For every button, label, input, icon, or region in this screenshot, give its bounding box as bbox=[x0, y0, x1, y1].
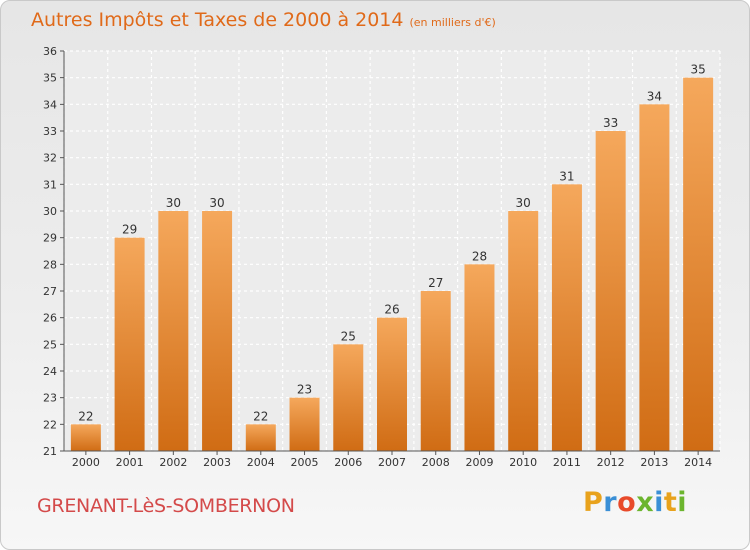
y-tick-label: 25 bbox=[43, 338, 57, 351]
y-tick-label: 30 bbox=[43, 205, 57, 218]
x-tick-label: 2013 bbox=[640, 456, 668, 469]
y-tick-label: 24 bbox=[43, 365, 57, 378]
y-tick-label: 34 bbox=[43, 98, 57, 111]
y-tick-label: 36 bbox=[43, 45, 57, 58]
x-tick-label: 2005 bbox=[291, 456, 319, 469]
x-tick-label: 2004 bbox=[247, 456, 275, 469]
y-tick-label: 23 bbox=[43, 392, 57, 405]
bar-2002 bbox=[158, 211, 189, 451]
y-tick-label: 26 bbox=[43, 312, 57, 325]
bar-value-label: 22 bbox=[78, 409, 93, 423]
chart-title-unit: (en milliers d'€) bbox=[409, 16, 496, 29]
y-tick-label: 31 bbox=[43, 178, 57, 191]
y-tick-label: 35 bbox=[43, 72, 57, 85]
bar-layer: 22 29 30 30 22 23 25 26 27 28 30 31 33 34 35 bbox=[70, 63, 714, 452]
bar-2000 bbox=[70, 424, 101, 451]
x-tick-label: 2014 bbox=[684, 456, 712, 469]
logo-letter: i bbox=[654, 487, 664, 518]
logo-letter: x bbox=[636, 487, 655, 518]
x-tick-label: 2001 bbox=[116, 456, 144, 469]
bar-value-label: 25 bbox=[341, 329, 356, 343]
bar-value-label: 35 bbox=[690, 63, 705, 77]
bar-2005 bbox=[289, 397, 320, 451]
x-tick-label: 2011 bbox=[553, 456, 581, 469]
x-tick-label: 2000 bbox=[72, 456, 100, 469]
bar-value-label: 23 bbox=[297, 383, 312, 397]
bar-2011 bbox=[551, 184, 582, 452]
bar-value-label: 30 bbox=[516, 196, 531, 210]
bar-2010 bbox=[508, 211, 539, 451]
bar-2009 bbox=[464, 264, 495, 451]
bar-value-label: 30 bbox=[166, 196, 181, 210]
bar-2013 bbox=[639, 104, 670, 451]
logo-letter: o bbox=[617, 487, 637, 518]
axis-layer: 21 22 23 24 25 26 27 28 29 30 31 32 33 34 35 36 2000 2001… bbox=[43, 45, 720, 469]
bar-value-label: 28 bbox=[472, 249, 487, 263]
x-tick-label: 2003 bbox=[203, 456, 231, 469]
proxiti-logo: Proxiti bbox=[583, 487, 687, 518]
bar-2008 bbox=[420, 291, 451, 451]
bar-2006 bbox=[333, 344, 364, 451]
y-tick-label: 32 bbox=[43, 152, 57, 165]
x-tick-label: 2012 bbox=[597, 456, 625, 469]
x-tick-label: 2006 bbox=[334, 456, 362, 469]
y-tick-label: 22 bbox=[43, 418, 57, 431]
bar-value-label: 33 bbox=[603, 116, 618, 130]
bar-value-label: 29 bbox=[122, 223, 137, 237]
y-tick-label: 33 bbox=[43, 125, 57, 138]
bar-value-label: 27 bbox=[428, 276, 443, 290]
bar-value-label: 22 bbox=[253, 409, 268, 423]
x-tick-label: 2008 bbox=[422, 456, 450, 469]
x-tick-label: 2007 bbox=[378, 456, 406, 469]
logo-letter: P bbox=[583, 487, 604, 518]
bar-2001 bbox=[114, 237, 145, 451]
bar-value-label: 30 bbox=[209, 196, 224, 210]
commune-name: GRENANT-LèS-SOMBERNON bbox=[37, 495, 295, 517]
bar-value-label: 26 bbox=[384, 303, 399, 317]
bar-2003 bbox=[202, 211, 233, 451]
y-tick-label: 21 bbox=[43, 445, 57, 458]
y-tick-label: 28 bbox=[43, 258, 57, 271]
bar-value-label: 34 bbox=[647, 89, 662, 103]
y-tick-label: 29 bbox=[43, 232, 57, 245]
x-tick-label: 2002 bbox=[159, 456, 187, 469]
logo-letter: r bbox=[603, 487, 618, 518]
bar-2004 bbox=[245, 424, 276, 451]
chart-title: Autres Impôts et Taxes de 2000 à 2014 (en… bbox=[31, 9, 496, 31]
bar-2007 bbox=[377, 317, 407, 451]
bar-value-label: 31 bbox=[559, 169, 574, 183]
logo-letter: t bbox=[663, 487, 678, 518]
logo-letter: i bbox=[677, 487, 688, 518]
chart-title-text: Autres Impôts et Taxes de 2000 à 2014 bbox=[31, 9, 404, 31]
y-tick-label: 27 bbox=[43, 285, 57, 298]
x-tick-label: 2009 bbox=[465, 456, 493, 469]
bar-2012 bbox=[595, 131, 626, 451]
x-tick-label: 2010 bbox=[509, 456, 537, 469]
bar-2014 bbox=[683, 77, 714, 452]
